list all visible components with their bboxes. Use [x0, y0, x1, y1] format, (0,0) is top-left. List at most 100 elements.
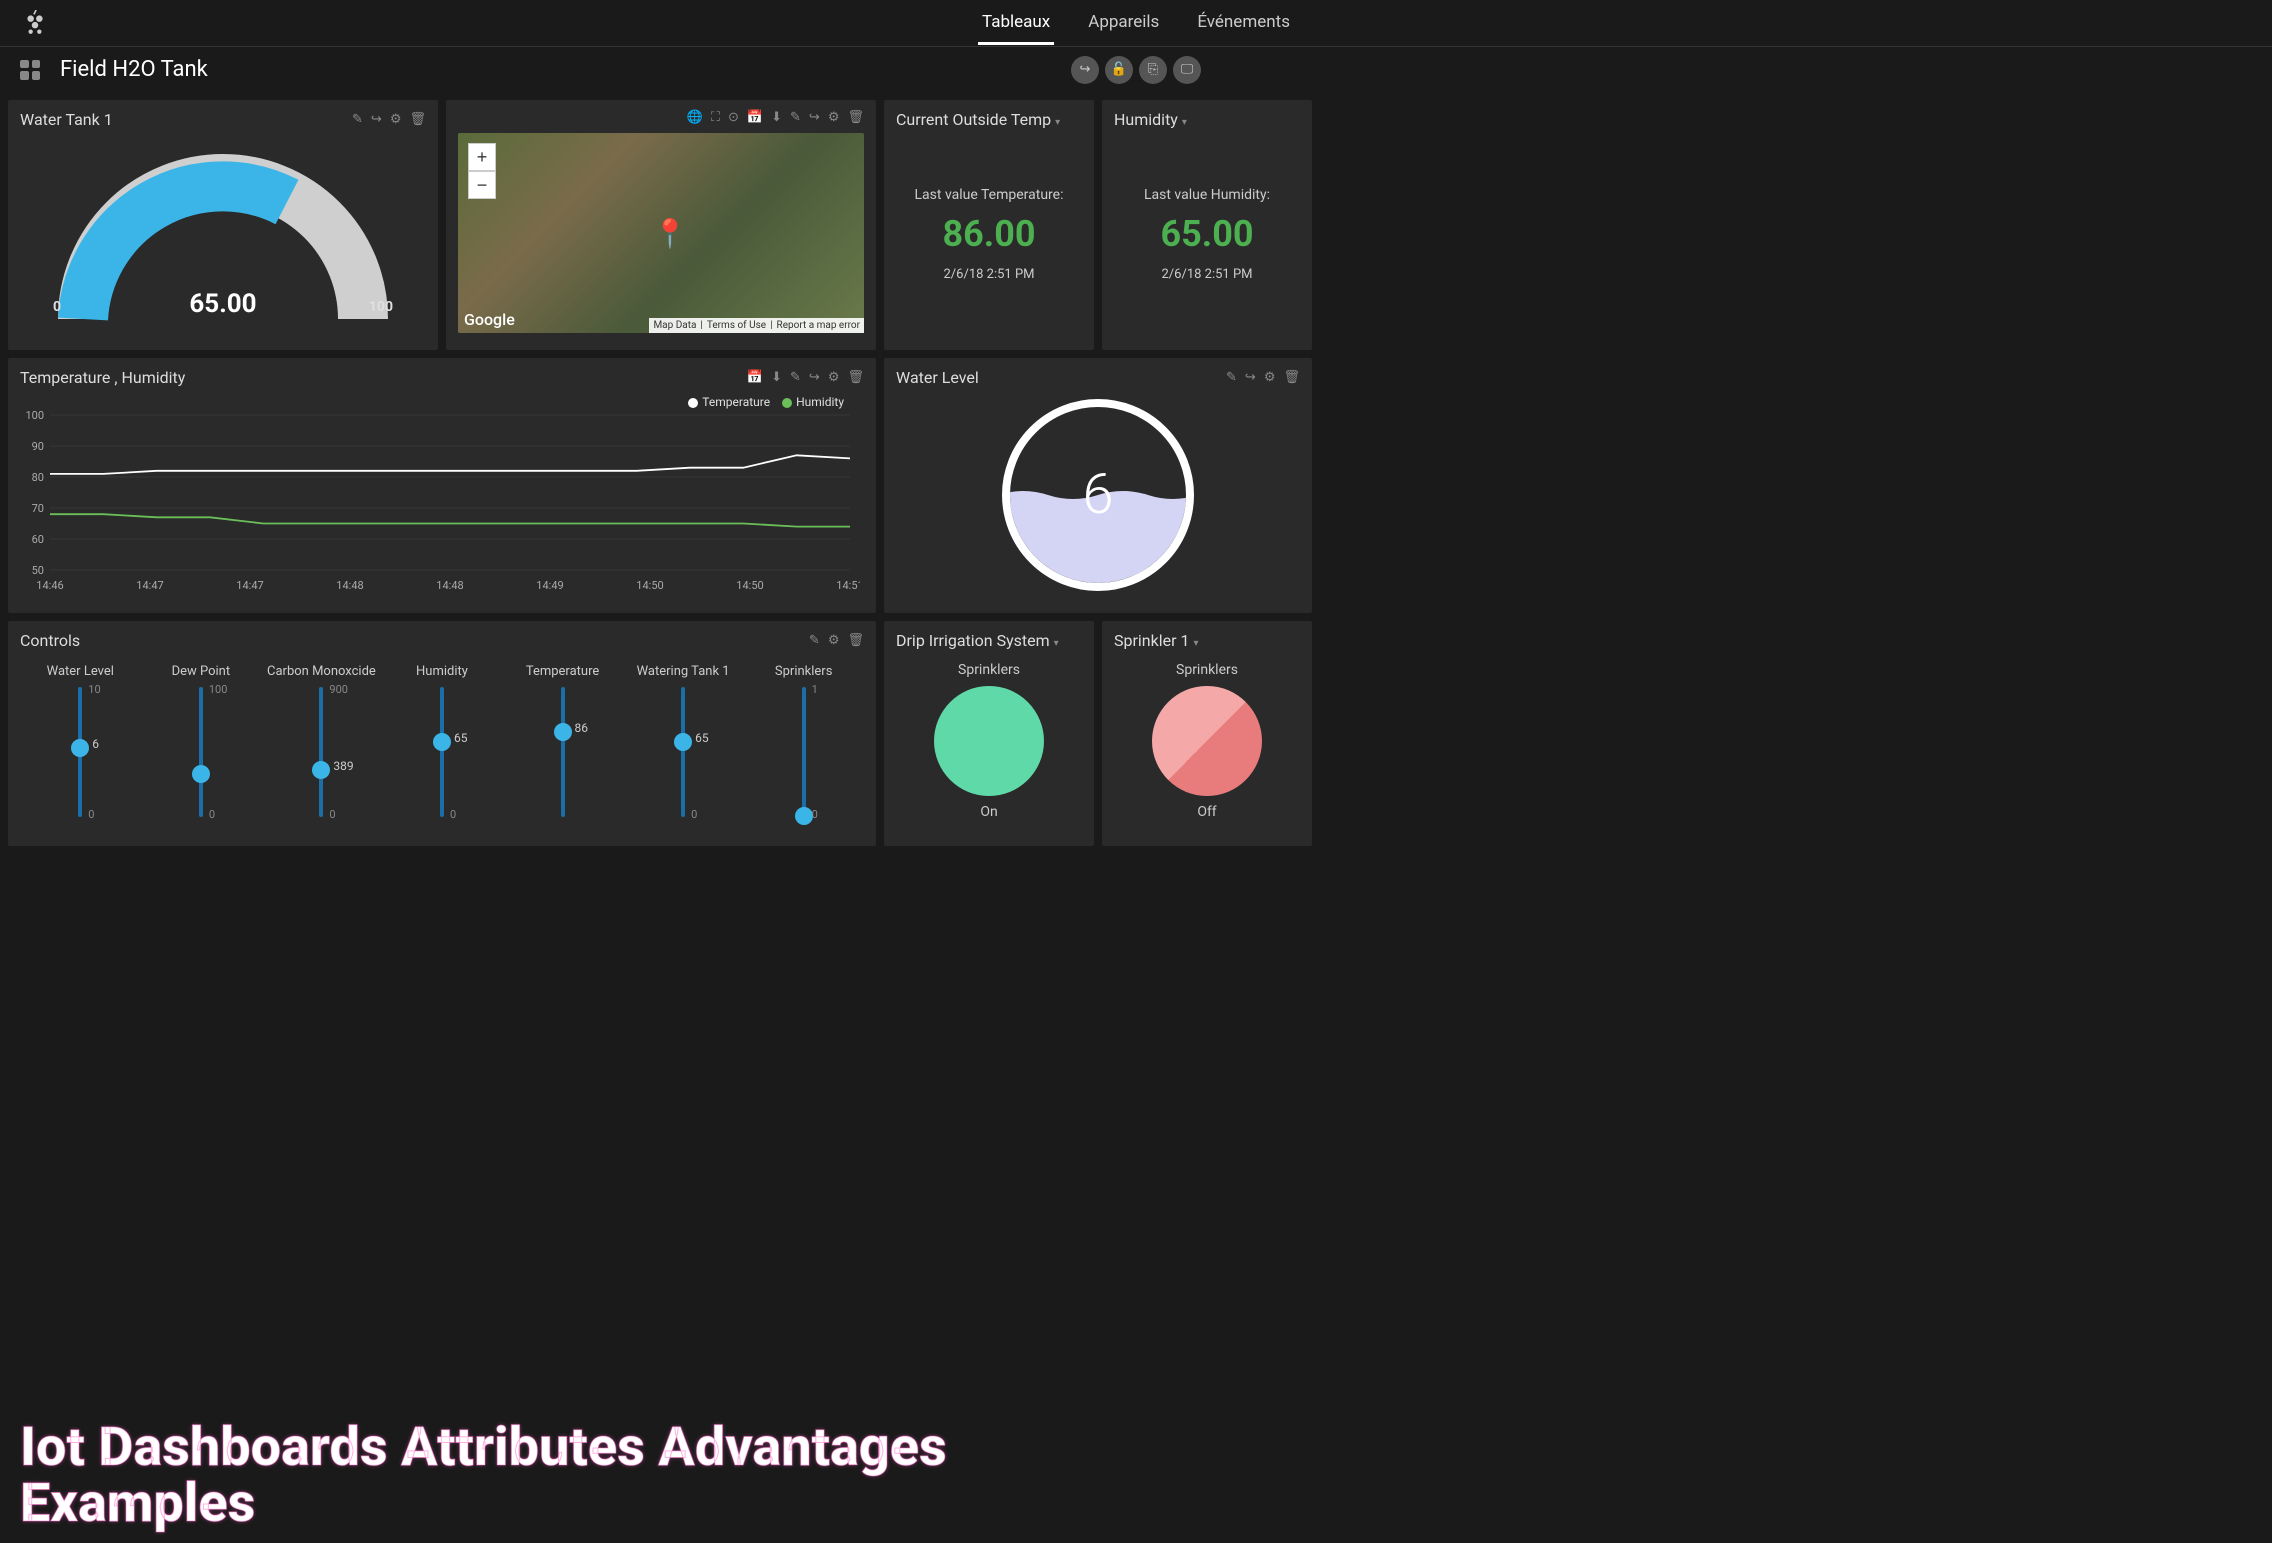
- nav-tab-appareils[interactable]: Appareils: [1084, 2, 1163, 45]
- svg-text:14:47: 14:47: [236, 579, 263, 592]
- water-level-gauge: 6: [896, 395, 1300, 595]
- slider-water-level[interactable]: Water Level 10 6 0: [35, 664, 125, 817]
- panel-water-level: Water Level ✎ ↪ ⚙ 🗑 6: [884, 358, 1312, 613]
- chevron-down-icon[interactable]: ▾: [1055, 117, 1060, 128]
- slider-thumb[interactable]: [795, 807, 813, 825]
- svg-text:14:47: 14:47: [136, 579, 163, 592]
- slider-value: 389: [333, 759, 353, 773]
- gauge-chart: 65.00 0 100: [20, 137, 426, 327]
- edit-icon[interactable]: ✎: [352, 112, 363, 127]
- copy-icon[interactable]: ⎘: [1139, 56, 1167, 84]
- map-data-link[interactable]: Map Data: [653, 320, 696, 331]
- slider-dew-point[interactable]: Dew Point 100 0: [156, 664, 246, 817]
- target-icon[interactable]: ⊙: [728, 110, 739, 125]
- panel-title: Current Outside Temp▾: [896, 110, 1060, 129]
- slider-thumb[interactable]: [192, 765, 210, 783]
- gear-icon[interactable]: ⚙: [828, 370, 840, 385]
- slider-track[interactable]: 1 0: [802, 687, 806, 817]
- gear-icon[interactable]: ⚙: [828, 633, 840, 648]
- expand-icon[interactable]: ⛶: [711, 110, 720, 125]
- dashboard-grid-icon[interactable]: [20, 60, 40, 80]
- subheader: Field H2O Tank ↪ 🔓 ⎘ 🖵: [0, 47, 2272, 92]
- stat-label: Last value Temperature:: [896, 187, 1082, 203]
- svg-text:14:46: 14:46: [36, 579, 63, 592]
- edit-icon[interactable]: ✎: [790, 370, 801, 385]
- calendar-icon[interactable]: 📅: [747, 110, 763, 125]
- map-widget[interactable]: + − 📍 Google Map Data| Terms of Use| Rep…: [458, 133, 864, 333]
- edit-icon[interactable]: ✎: [809, 633, 820, 648]
- svg-text:14:48: 14:48: [436, 579, 463, 592]
- gear-icon[interactable]: ⚙: [390, 112, 402, 127]
- slider-thumb[interactable]: [433, 733, 451, 751]
- slider-label: Water Level: [47, 664, 114, 679]
- trash-icon[interactable]: 🗑: [1283, 370, 1300, 385]
- monitor-icon[interactable]: 🖵: [1173, 56, 1201, 84]
- nav-tab-evenements[interactable]: Événements: [1193, 2, 1294, 45]
- share-icon[interactable]: ↪: [809, 110, 820, 125]
- overlay-caption: Iot Dashboards Attributes Advantages Exa…: [20, 1420, 947, 1533]
- share-icon[interactable]: ↪: [1245, 370, 1256, 385]
- svg-text:60: 60: [32, 533, 44, 546]
- nav-tabs: Tableaux Appareils Événements: [978, 2, 1294, 45]
- edit-icon[interactable]: ✎: [1226, 370, 1237, 385]
- chevron-down-icon[interactable]: ▾: [1194, 638, 1199, 649]
- slider-track[interactable]: 10 6 0: [78, 687, 82, 817]
- slider-value: 65: [695, 731, 709, 745]
- map-zoom-in[interactable]: +: [468, 143, 496, 171]
- nav-tab-tableaux[interactable]: Tableaux: [978, 2, 1054, 45]
- edit-icon[interactable]: ✎: [790, 110, 801, 125]
- svg-text:70: 70: [32, 502, 44, 515]
- toggle-button[interactable]: [1152, 686, 1262, 796]
- stat-timestamp: 2/6/18 2:51 PM: [1114, 267, 1300, 282]
- share-icon[interactable]: ↪: [371, 112, 382, 127]
- trash-icon[interactable]: 🗑: [847, 370, 864, 385]
- slider-sprinklers[interactable]: Sprinklers 1 0: [759, 664, 849, 817]
- gauge-max: 100: [369, 299, 393, 315]
- trash-icon[interactable]: 🗑: [847, 633, 864, 648]
- top-nav: Tableaux Appareils Événements: [0, 0, 2272, 47]
- slider-track[interactable]: 100 0: [199, 687, 203, 817]
- slider-thumb[interactable]: [674, 733, 692, 751]
- map-zoom-out[interactable]: −: [468, 171, 496, 199]
- slider-temperature[interactable]: Temperature 86: [518, 664, 608, 817]
- globe-icon[interactable]: 🌐: [687, 110, 703, 125]
- share-icon[interactable]: ↪: [1071, 56, 1099, 84]
- slider-max: 100: [209, 683, 228, 696]
- slider-track[interactable]: 65 0: [440, 687, 444, 817]
- logo-icon: [20, 8, 50, 38]
- slider-track[interactable]: 86: [561, 687, 565, 817]
- slider-humidity[interactable]: Humidity 65 0: [397, 664, 487, 817]
- slider-carbon-monoxcide[interactable]: Carbon Monoxcide 900 389 0: [276, 664, 366, 817]
- svg-text:14:50: 14:50: [736, 579, 763, 592]
- download-icon[interactable]: ⬇: [771, 110, 782, 125]
- slider-thumb[interactable]: [312, 761, 330, 779]
- stat-label: Last value Humidity:: [1114, 187, 1300, 203]
- lock-icon[interactable]: 🔓: [1105, 56, 1133, 84]
- legend-hum: Humidity: [796, 395, 844, 409]
- slider-min: 0: [209, 808, 215, 821]
- gear-icon[interactable]: ⚙: [1264, 370, 1276, 385]
- slider-track[interactable]: 65 0: [681, 687, 685, 817]
- slider-thumb[interactable]: [554, 723, 572, 741]
- map-report-link[interactable]: Report a map error: [777, 320, 860, 331]
- share-icon[interactable]: ↪: [809, 370, 820, 385]
- map-pin-icon[interactable]: 📍: [653, 217, 688, 250]
- dashboard-grid: Water Tank 1 ✎ ↪ ⚙ 🗑 65.00 0 100: [0, 92, 2272, 854]
- chevron-down-icon[interactable]: ▾: [1054, 638, 1059, 649]
- gear-icon[interactable]: ⚙: [828, 110, 840, 125]
- toggle-button[interactable]: [934, 686, 1044, 796]
- slider-watering-tank-1[interactable]: Watering Tank 1 65 0: [638, 664, 728, 817]
- svg-text:14:51: 14:51: [836, 579, 860, 592]
- slider-thumb[interactable]: [71, 739, 89, 757]
- calendar-icon[interactable]: 📅: [747, 370, 763, 385]
- water-level-value: 6: [1082, 461, 1113, 527]
- trash-icon[interactable]: 🗑: [847, 110, 864, 125]
- download-icon[interactable]: ⬇: [771, 370, 782, 385]
- panel-drip: Drip Irrigation System▾ Sprinklers On: [884, 621, 1094, 846]
- panel-temphum-chart: Temperature , Humidity 📅 ⬇ ✎ ↪ ⚙ 🗑 Tempe…: [8, 358, 876, 613]
- slider-value: 6: [92, 737, 99, 751]
- trash-icon[interactable]: 🗑: [409, 112, 426, 127]
- map-terms-link[interactable]: Terms of Use: [707, 320, 766, 331]
- slider-track[interactable]: 900 389 0: [319, 687, 323, 817]
- chevron-down-icon[interactable]: ▾: [1182, 117, 1187, 128]
